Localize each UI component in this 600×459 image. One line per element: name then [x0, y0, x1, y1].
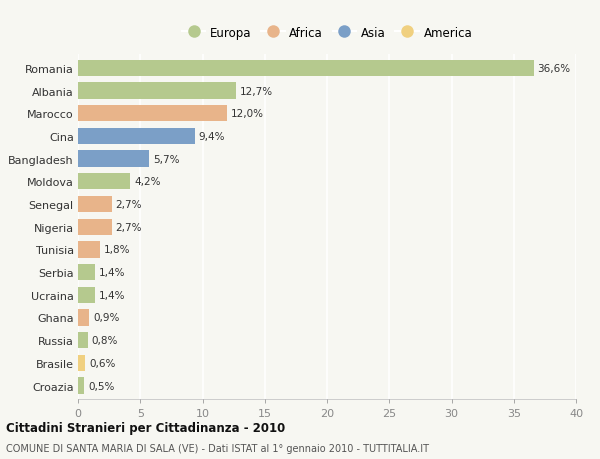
Bar — [78, 310, 89, 326]
Text: 1,4%: 1,4% — [99, 290, 125, 300]
Bar — [78, 83, 236, 100]
Text: Cittadini Stranieri per Cittadinanza - 2010: Cittadini Stranieri per Cittadinanza - 2… — [6, 421, 285, 434]
Text: 1,8%: 1,8% — [104, 245, 131, 255]
Text: 12,7%: 12,7% — [240, 86, 273, 96]
Legend: Europa, Africa, Asia, America: Europa, Africa, Asia, America — [182, 27, 472, 39]
Bar — [78, 264, 95, 280]
Bar — [78, 174, 130, 190]
Text: 1,4%: 1,4% — [99, 268, 125, 278]
Text: 0,6%: 0,6% — [89, 358, 116, 368]
Bar — [78, 129, 195, 145]
Bar — [78, 378, 84, 394]
Bar — [78, 151, 149, 168]
Bar — [78, 332, 88, 348]
Text: 9,4%: 9,4% — [199, 132, 225, 142]
Bar — [78, 355, 85, 371]
Bar — [78, 219, 112, 235]
Bar — [78, 61, 533, 77]
Text: 0,8%: 0,8% — [92, 336, 118, 346]
Bar — [78, 196, 112, 213]
Text: 2,7%: 2,7% — [115, 200, 142, 210]
Text: 0,9%: 0,9% — [93, 313, 119, 323]
Text: 2,7%: 2,7% — [115, 222, 142, 232]
Text: 0,5%: 0,5% — [88, 381, 115, 391]
Bar — [78, 242, 100, 258]
Text: 12,0%: 12,0% — [231, 109, 264, 119]
Text: 5,7%: 5,7% — [152, 154, 179, 164]
Bar — [78, 287, 95, 303]
Text: 36,6%: 36,6% — [538, 64, 571, 73]
Text: 4,2%: 4,2% — [134, 177, 161, 187]
Text: COMUNE DI SANTA MARIA DI SALA (VE) - Dati ISTAT al 1° gennaio 2010 - TUTTITALIA.: COMUNE DI SANTA MARIA DI SALA (VE) - Dat… — [6, 443, 429, 453]
Bar — [78, 106, 227, 122]
